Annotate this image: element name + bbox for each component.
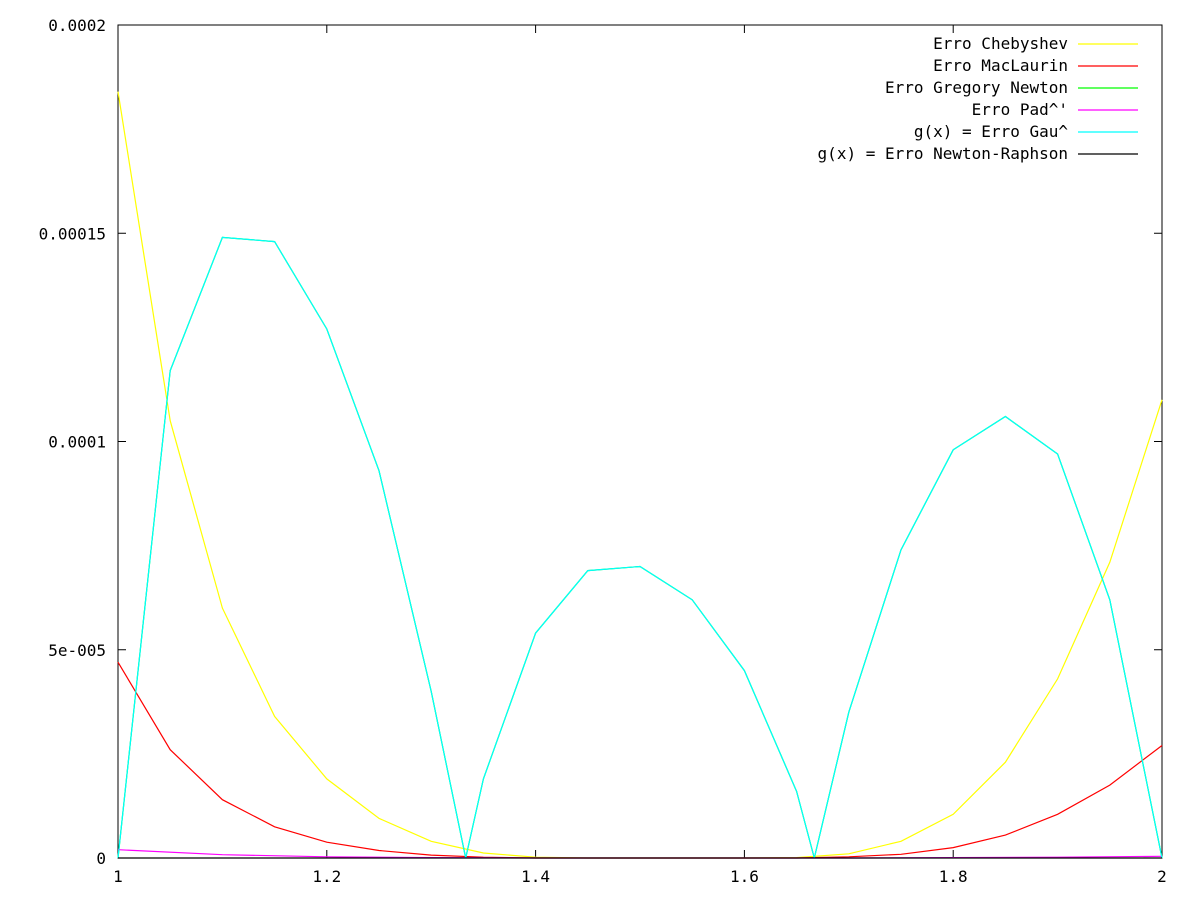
x-tick-label: 2 xyxy=(1157,867,1167,886)
legend-label: Erro Chebyshev xyxy=(933,34,1068,53)
y-tick-label: 0 xyxy=(96,849,106,868)
x-tick-label: 1.4 xyxy=(521,867,550,886)
y-tick-label: 0.00015 xyxy=(39,224,106,243)
series-layer xyxy=(117,91,1163,859)
legend: Erro Chebyshev Erro MacLaurin Erro Gregory… xyxy=(818,34,1138,163)
y-tick-label: 0.0001 xyxy=(48,433,106,452)
legend-label: g(x) = Erro Gau^ xyxy=(914,122,1068,141)
x-tick-label: 1.2 xyxy=(312,867,341,886)
x-tick-label: 1 xyxy=(113,867,123,886)
y-tick-label: 0.0002 xyxy=(48,16,106,35)
y-tick-label: 5e-005 xyxy=(48,641,106,660)
series-line-3 xyxy=(117,849,1163,859)
legend-label: g(x) = Erro Newton-Raphson xyxy=(818,144,1068,163)
x-tick-label: 1.8 xyxy=(939,867,968,886)
series-line-2 xyxy=(117,236,1163,859)
legend-label: Erro MacLaurin xyxy=(933,56,1068,75)
legend-label: Erro Gregory Newton xyxy=(885,78,1068,97)
series-line-0 xyxy=(117,91,1163,859)
legend-label: Erro Pad^' xyxy=(972,100,1068,119)
axes: 1 1.2 1.4 1.6 1.8 2 0 5e-005 0.0001 0.00015 0.0002 xyxy=(39,16,1167,886)
series-line-1 xyxy=(117,661,1163,859)
series-line-4 xyxy=(117,236,1163,859)
x-tick-label: 1.6 xyxy=(730,867,759,886)
